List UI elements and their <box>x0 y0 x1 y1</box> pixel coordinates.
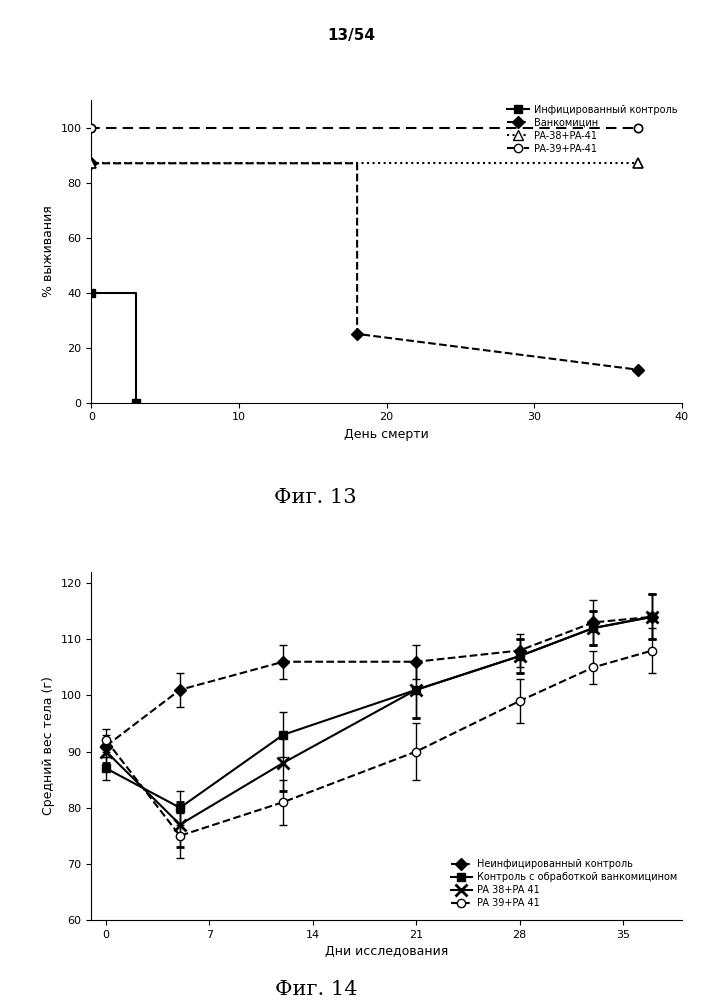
X-axis label: День смерти: День смерти <box>344 428 429 441</box>
Y-axis label: Средний вес тела (г): Средний вес тела (г) <box>42 677 55 815</box>
Text: Фиг. 13: Фиг. 13 <box>274 488 357 507</box>
Y-axis label: % выживания: % выживания <box>42 205 55 297</box>
Legend: Инфицированный контроль, Ванкомицин, PA-38+PA-41, PA-39+PA-41: Инфицированный контроль, Ванкомицин, PA-… <box>508 105 677 154</box>
X-axis label: Дни исследования: Дни исследования <box>325 945 449 958</box>
Text: Фиг. 14: Фиг. 14 <box>275 980 357 999</box>
Text: 13/54: 13/54 <box>328 28 375 43</box>
Legend: Неинфицированный контроль, Контроль с обработкой ванкомицином, PA 38+PA 41, PA 3: Неинфицированный контроль, Контроль с об… <box>451 859 677 908</box>
